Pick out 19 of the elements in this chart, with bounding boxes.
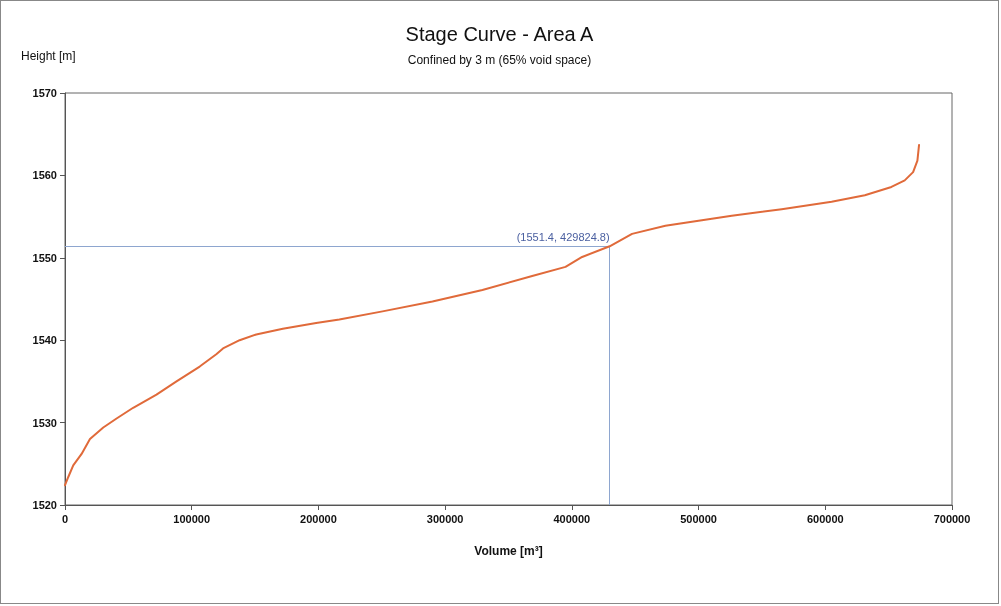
chart-subtitle: Confined by 3 m (65% void space) [407,53,592,67]
y-tick-label: 1570 [32,87,57,99]
y-tick-label: 1560 [32,169,57,182]
y-tick-label: 1520 [32,499,57,511]
x-tick-label: 600000 [806,512,844,525]
chart-title: Stage Curve - Area A [405,23,595,45]
x-tick-label: 300000 [426,512,464,525]
y-tick-label: 1540 [32,334,57,347]
x-axis-title: Volume [m³] [474,544,543,558]
x-tick-label: 700000 [933,512,971,525]
ref-line-label: (1551.4, 429824.8) [516,230,610,243]
x-tick-label: 0 [61,512,69,525]
y-tick-label: 1530 [32,416,57,429]
x-tick-label: 400000 [553,512,591,525]
x-tick-label: 100000 [173,512,211,525]
y-tick-label: 1550 [32,251,57,264]
y-axis-title: Height [m] [21,49,76,63]
x-tick-label: 200000 [300,512,337,525]
x-tick-label: 500000 [680,512,717,525]
